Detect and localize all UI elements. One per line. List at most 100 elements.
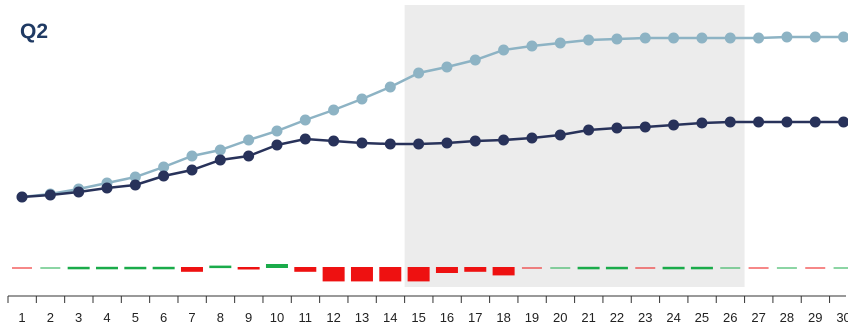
series-2-point [243,150,255,162]
x-tick-label: 5 [132,310,139,325]
difference-bar [124,266,147,270]
series-2-point [271,139,283,151]
difference-bar [492,267,515,276]
series-2-point [16,191,28,203]
difference-bar [577,266,600,270]
series-1-point [413,67,425,79]
x-tick-label: 2 [47,310,54,325]
difference-bar [265,264,288,268]
x-tick-label: 25 [695,310,709,325]
x-tick-label: 22 [610,310,624,325]
x-tick-label: 24 [666,310,680,325]
x-tick-label: 14 [383,310,397,325]
series-1-point [583,34,595,46]
series-1-point [724,32,736,44]
series-2-point [611,122,623,134]
series-2-point [809,116,821,128]
x-tick-label: 30 [836,310,848,325]
difference-bar [379,267,402,282]
series-1-point [781,31,793,43]
x-tick-label: 3 [75,310,82,325]
x-tick-label: 17 [468,310,482,325]
series-2-point [214,154,226,166]
series-1-point [554,37,566,49]
x-axis: 1 2 3 4 5 6 7 8 9 10 11 12 13 14 15 16 17 18 19 20 21 22 23 24 2… [7,295,848,325]
series-1-point [299,114,311,126]
series-2-point [554,129,566,141]
series-1-point [384,81,396,93]
series-2-point [639,121,651,133]
series-2-point [753,116,765,128]
series-1-point [129,171,141,183]
series-2-point [724,116,736,128]
series-1-point [838,31,848,43]
series-2-point [129,179,141,191]
series-2-point [101,182,113,194]
x-tick-label: 15 [411,310,425,325]
series-1-point [753,32,765,44]
series-2-point [299,133,311,145]
x-tick-label: 26 [723,310,737,325]
series-2-point [73,186,85,198]
difference-bar [152,266,175,270]
highlight-region [404,5,745,287]
x-tick-label: 1 [18,310,25,325]
x-tick-label: 8 [217,310,224,325]
x-tick-label: 20 [553,310,567,325]
series-1-point [214,144,226,156]
difference-bar [605,266,628,270]
series-2-point [44,189,56,201]
series-2-point [158,170,170,182]
series-1-point [809,31,821,43]
series-2-point [413,138,425,150]
difference-bar [662,266,685,270]
difference-bar [180,267,203,272]
x-tick-label: 23 [638,310,652,325]
series-1-point [441,61,453,73]
series-2-point [668,119,680,131]
difference-bar [435,267,458,273]
x-tick-label: 19 [525,310,539,325]
difference-bar [350,267,373,282]
series-1-point [639,32,651,44]
series-1-point [498,44,510,56]
x-tick-label: 13 [355,310,369,325]
difference-bar [322,267,345,282]
series-2-point [696,117,708,129]
difference-bar [407,267,430,282]
difference-bar [67,266,90,270]
chart-title: Q2 [20,20,48,43]
difference-bar [95,266,118,270]
series-2-point [838,116,848,128]
x-tick-label: 9 [245,310,252,325]
series-1-point [158,161,170,173]
difference-bar [209,265,232,269]
series-2-point [384,138,396,150]
x-tick-label: 16 [440,310,454,325]
series-1-point [186,150,198,162]
x-tick-label: 6 [160,310,167,325]
series-1-point [328,104,340,116]
series-1-point [356,93,368,105]
series-2-point [498,134,510,146]
series-1-point [668,32,680,44]
difference-bar [690,266,713,270]
difference-bars [12,264,848,282]
x-tick-label: 10 [270,310,284,325]
difference-bar [464,267,487,272]
x-tick-label: 29 [808,310,822,325]
x-tick-label: 18 [496,310,510,325]
series-2-point [328,135,340,147]
series-2-point [526,132,538,144]
x-tick-label: 21 [581,310,595,325]
difference-bar [294,267,317,272]
series-2-point [781,116,793,128]
series-2-point [356,137,368,149]
difference-bar [237,267,260,270]
x-tick-label: 12 [326,310,340,325]
x-tick-label: 27 [751,310,765,325]
x-tick-label: 11 [299,310,313,325]
series-2-point [186,164,198,176]
series-2-point [441,137,453,149]
